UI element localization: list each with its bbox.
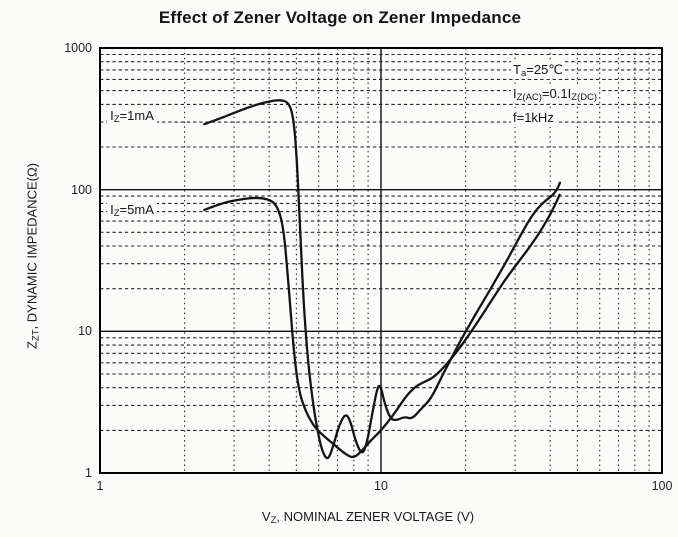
curve-iz-5ma [203, 193, 561, 459]
y-tick-label-10: 10 [78, 324, 92, 339]
condition-line-1: Ta=25℃ [511, 60, 565, 79]
x-tick-label-1: 1 [96, 479, 104, 493]
plot-border [99, 47, 663, 474]
y-tick-label-100: 100 [71, 182, 92, 197]
series-label-iz-5ma: IZ=5mA [107, 200, 157, 218]
x-tick-label-100: 100 [651, 479, 673, 493]
y-tick-label-1: 1 [85, 466, 92, 480]
series-label-iz-1ma: IZ=1mA [107, 107, 157, 124]
condition-line-2: IZ(AC)=0.1IZ(DC) [511, 84, 600, 103]
curve-iz-1ma [203, 99, 562, 460]
y-tick-label-1000: 1000 [64, 41, 92, 55]
test-conditions-block: Ta=25℃ IZ(AC)=0.1IZ(DC) f=1kHz [511, 60, 600, 132]
condition-line-3: f=1kHz [511, 108, 556, 127]
chart-title: Effect of Zener Voltage on Zener Impedan… [158, 8, 522, 27]
x-tick-label-10: 10 [374, 479, 388, 493]
